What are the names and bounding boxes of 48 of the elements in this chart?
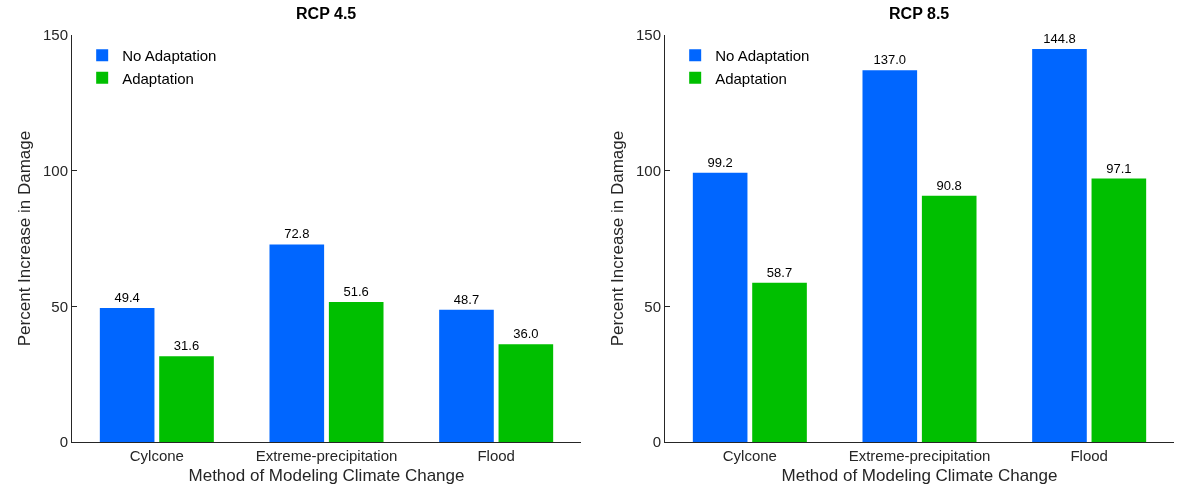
legend-label: No Adaptation bbox=[122, 47, 217, 65]
data-label: 58.7 bbox=[766, 264, 793, 280]
bar bbox=[752, 282, 807, 442]
bar bbox=[498, 344, 554, 442]
x-tick-label: Flood bbox=[1070, 447, 1108, 464]
x-tick-label: Cylcone bbox=[129, 447, 184, 464]
legend-label: Adaptation bbox=[715, 69, 787, 87]
chart-title: RCP 4.5 bbox=[296, 4, 357, 22]
data-label: 144.8 bbox=[1043, 31, 1076, 47]
y-tick-label: 0 bbox=[59, 433, 68, 451]
data-label: 137.0 bbox=[873, 52, 907, 68]
bar bbox=[99, 307, 155, 442]
bar bbox=[439, 309, 494, 442]
y-tick-label: 150 bbox=[635, 26, 661, 44]
data-label: 97.1 bbox=[1106, 160, 1132, 176]
bar bbox=[692, 172, 748, 442]
bar bbox=[269, 244, 325, 442]
bar bbox=[862, 70, 918, 442]
y-axis-title: Percent Increase in Damage bbox=[14, 130, 34, 347]
data-label: 36.0 bbox=[513, 326, 539, 342]
data-label: 48.7 bbox=[453, 291, 480, 307]
x-axis-title: Method of Modeling Climate Change bbox=[188, 466, 465, 486]
data-label: 72.8 bbox=[284, 226, 310, 242]
bar bbox=[921, 195, 977, 442]
legend-label: Adaptation bbox=[122, 69, 194, 87]
data-label: 49.4 bbox=[114, 289, 140, 305]
data-label: 31.6 bbox=[173, 338, 200, 354]
x-tick-label: Extreme-precipitation bbox=[848, 447, 991, 464]
x-tick-label: Cylcone bbox=[722, 447, 777, 464]
chart-title: RCP 8.5 bbox=[889, 4, 950, 22]
bar bbox=[328, 301, 384, 442]
bar bbox=[159, 356, 214, 442]
bar bbox=[1091, 178, 1147, 442]
data-label: 99.2 bbox=[707, 154, 733, 170]
x-tick-label: Extreme-precipitation bbox=[255, 447, 398, 464]
y-tick-label: 0 bbox=[652, 433, 661, 451]
y-tick-label: 50 bbox=[51, 297, 68, 315]
legend-label: No Adaptation bbox=[715, 47, 810, 65]
y-tick-label: 150 bbox=[42, 26, 68, 44]
data-label: 90.8 bbox=[936, 177, 962, 193]
y-tick-label: 100 bbox=[42, 161, 68, 179]
y-axis-title: Percent Increase in Damage bbox=[607, 130, 627, 347]
data-label: 51.6 bbox=[343, 283, 369, 299]
x-axis-title: Method of Modeling Climate Change bbox=[781, 466, 1058, 486]
x-tick-label: Flood bbox=[477, 447, 515, 464]
y-tick-label: 100 bbox=[635, 161, 661, 179]
y-tick-label: 50 bbox=[644, 297, 661, 315]
bar bbox=[1032, 49, 1087, 442]
